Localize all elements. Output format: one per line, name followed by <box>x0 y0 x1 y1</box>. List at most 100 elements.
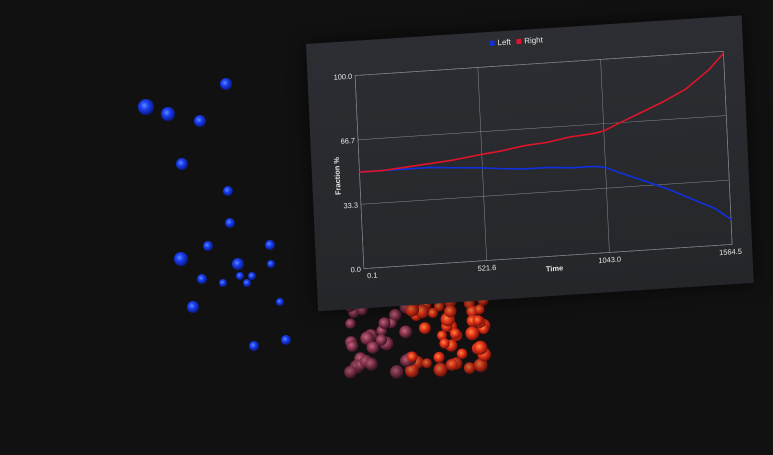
left-series-point <box>481 166 484 169</box>
blue-particle <box>194 115 206 127</box>
y-grid-line <box>360 179 730 205</box>
right-series-point <box>499 150 502 153</box>
red-particle <box>427 307 438 318</box>
plot-area-border <box>354 51 733 269</box>
legend-left-swatch <box>489 40 495 46</box>
blue-particle <box>232 258 244 270</box>
red-particle <box>375 334 388 346</box>
left-series-point <box>604 166 607 169</box>
red-particle <box>405 302 420 317</box>
red-particle <box>378 317 391 329</box>
chart-legend: Left Right <box>489 35 544 47</box>
blue-particle <box>249 341 259 351</box>
legend-left-label: Left <box>497 37 511 47</box>
axis-ticks: 0.1 521.6 1043.0 1564.5 0.0 33.3 66.7 100.0 <box>333 72 742 281</box>
left-series-point <box>714 207 717 210</box>
blue-particle <box>197 274 207 284</box>
right-series-point <box>480 153 483 156</box>
red-particle <box>405 363 419 378</box>
left-series-point <box>642 179 645 182</box>
y-axis-label: Fraction % <box>332 156 343 195</box>
left-series-line <box>359 165 732 221</box>
blue-particle <box>276 298 284 306</box>
blue-particle <box>203 241 213 251</box>
left-series-point <box>523 168 526 170</box>
y-grid-line <box>358 115 727 141</box>
x-tick-label: 521.6 <box>477 263 496 273</box>
y-tick-label: 33.3 <box>343 200 358 210</box>
red-particle <box>365 357 378 371</box>
right-series-point <box>405 166 408 168</box>
blue-particle <box>138 99 154 115</box>
left-series-point <box>690 197 693 200</box>
red-particle <box>345 318 356 329</box>
y-grid-line <box>363 244 733 269</box>
left-series-point <box>730 218 732 221</box>
red-particle <box>366 341 380 354</box>
blue-particle <box>281 335 291 345</box>
right-series-point <box>358 171 361 173</box>
blue-particle <box>267 260 275 268</box>
red-particle <box>473 358 488 372</box>
red-particle <box>474 304 485 315</box>
red-particle <box>456 348 468 360</box>
y-tick-label: 0.0 <box>350 265 361 275</box>
right-series-point <box>602 129 605 132</box>
right-series-line <box>359 52 725 173</box>
red-particle <box>445 358 458 371</box>
x-tick-label: 1564.5 <box>719 247 742 257</box>
y-tick-label: 66.7 <box>340 136 355 146</box>
blue-particle <box>236 272 244 280</box>
left-series-point <box>666 187 669 190</box>
blue-particle <box>265 240 275 250</box>
blue-particle <box>174 252 188 266</box>
red-particle <box>346 340 359 352</box>
x-grid-line <box>477 67 487 261</box>
red-particle <box>399 325 413 339</box>
red-particle <box>444 305 457 318</box>
blue-particle <box>225 218 235 228</box>
red-particle <box>344 365 357 379</box>
right-series-point <box>708 68 710 71</box>
y-grid-line <box>355 51 724 76</box>
red-particle <box>407 351 418 363</box>
y-tick-label: 100.0 <box>333 72 352 82</box>
red-particle <box>437 330 447 341</box>
x-tick-label: 1043.0 <box>598 255 621 265</box>
red-particle <box>433 362 448 377</box>
right-series-point <box>569 135 572 138</box>
right-series-point <box>662 100 665 103</box>
left-series-point <box>570 166 573 169</box>
red-particle <box>434 301 445 312</box>
red-particle <box>472 315 484 326</box>
blue-particle <box>161 107 175 121</box>
right-series-point <box>522 144 525 147</box>
blue-particle <box>220 78 232 90</box>
left-series-point <box>500 167 502 170</box>
red-particle <box>439 338 450 349</box>
red-particle <box>465 326 480 341</box>
left-series-point <box>594 165 597 168</box>
right-series-point <box>429 162 431 165</box>
legend-right-swatch <box>516 38 522 45</box>
red-particle <box>390 365 404 379</box>
x-grid-line <box>600 59 610 253</box>
red-particle <box>463 362 476 374</box>
red-particle <box>473 340 488 355</box>
red-particle <box>433 351 445 363</box>
right-series-point <box>685 87 688 90</box>
chart-panel: Left Right 0.1 521.6 1043.0 1564.5 0.0 33.3 66… <box>306 15 754 312</box>
red-particle <box>449 328 461 339</box>
red-particle <box>422 358 432 369</box>
blue-particle <box>219 279 227 287</box>
right-series-point <box>382 169 384 172</box>
right-series-point <box>639 112 641 114</box>
right-series-point <box>452 159 455 161</box>
left-series-point <box>452 166 455 169</box>
blue-particle <box>223 186 233 196</box>
left-series-point <box>547 166 550 169</box>
blue-particle <box>176 158 188 170</box>
right-series-point <box>592 132 595 135</box>
left-series-point <box>405 168 408 170</box>
x-grid-line <box>723 51 733 245</box>
